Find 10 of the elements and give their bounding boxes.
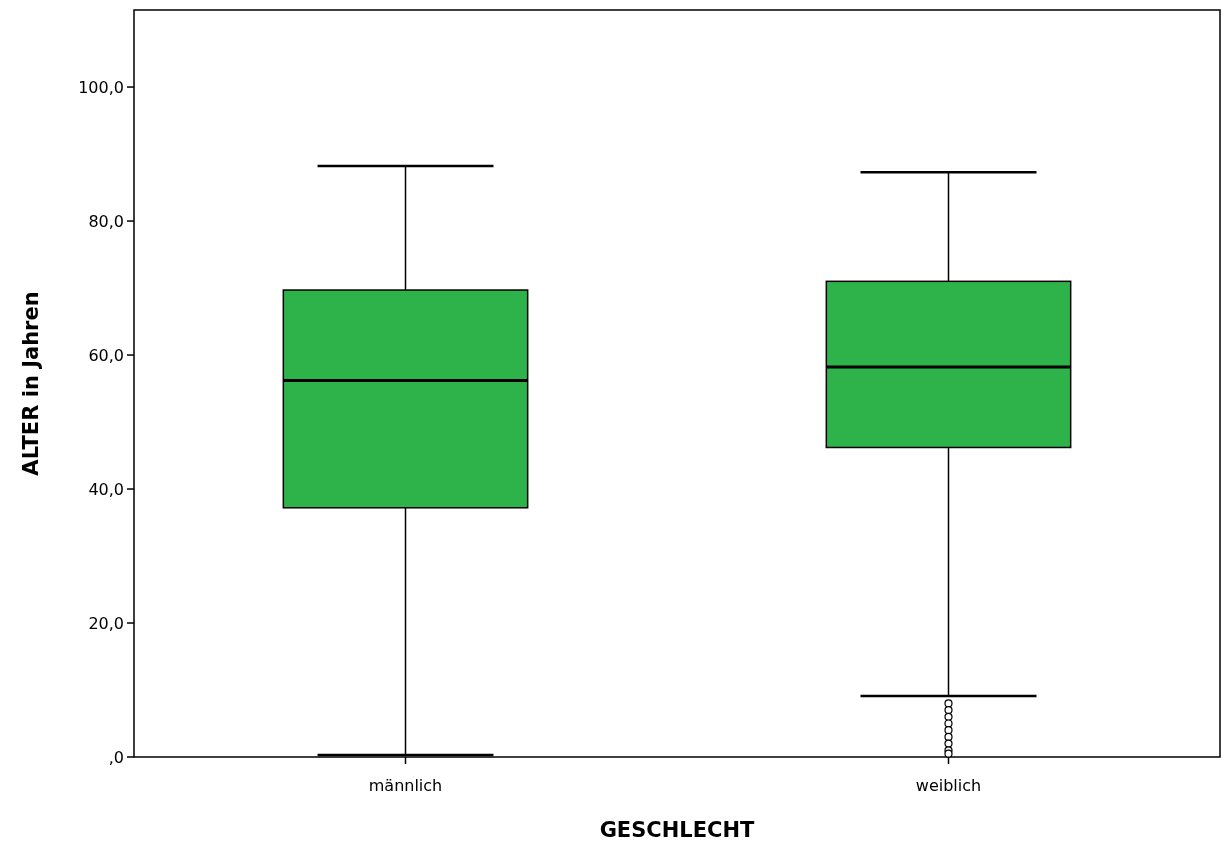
y-tick-label: 60,0 <box>88 345 124 365</box>
x-tick-label: männlich <box>368 776 443 795</box>
y-tick-label: 100,0 <box>78 77 124 97</box>
x-tick-label: weiblich <box>915 776 982 795</box>
y-tick-label: 80,0 <box>88 211 124 231</box>
y-axis-title: ALTER in Jahren <box>19 291 43 476</box>
x-axis-title: GESCHLECHT <box>599 818 756 842</box>
y-tick-label: ,0 <box>108 747 124 767</box>
y-tick-label: 20,0 <box>88 613 124 633</box>
y-tick-label: 40,0 <box>88 479 124 499</box>
